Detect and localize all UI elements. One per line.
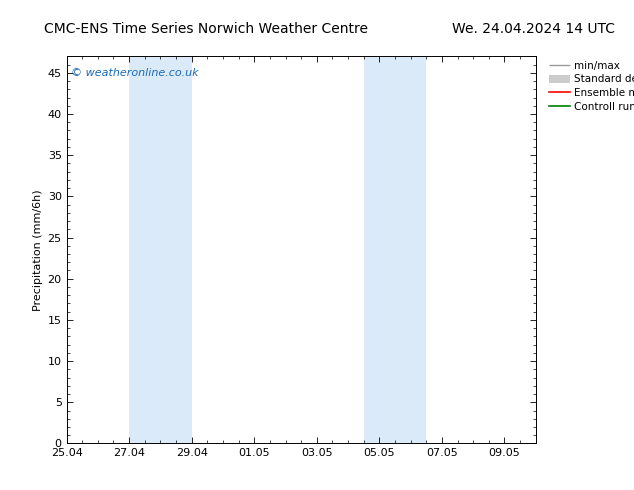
Y-axis label: Precipitation (mm/6h): Precipitation (mm/6h) <box>34 189 43 311</box>
Bar <box>129 56 191 443</box>
Legend: min/max, Standard deviation, Ensemble mean run, Controll run: min/max, Standard deviation, Ensemble me… <box>546 58 634 115</box>
Text: We. 24.04.2024 14 UTC: We. 24.04.2024 14 UTC <box>452 22 615 36</box>
Bar <box>364 56 426 443</box>
Text: CMC-ENS Time Series Norwich Weather Centre: CMC-ENS Time Series Norwich Weather Cent… <box>44 22 368 36</box>
Text: © weatheronline.co.uk: © weatheronline.co.uk <box>71 68 199 78</box>
